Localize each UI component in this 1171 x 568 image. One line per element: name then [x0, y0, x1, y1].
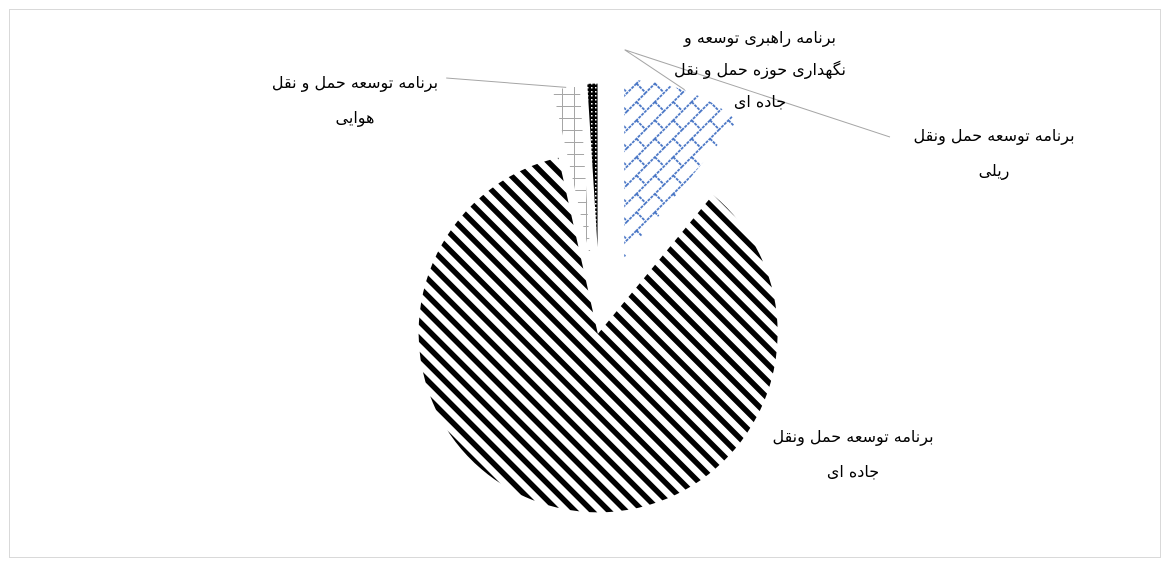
leader-line-air: [446, 77, 567, 88]
label-road: برنامه توسعه حمل ونقل جاده ای: [772, 427, 934, 481]
slice-road-maintenance: [586, 82, 599, 264]
pie-chart: [417, 49, 891, 514]
slice-rail: [623, 78, 740, 261]
leader-line-rail: [624, 49, 891, 138]
slice-air: [551, 85, 593, 266]
slice-road: [417, 156, 779, 514]
chart-area: برنامه توسعه حمل ونقل ریلی برنامه توسعه …: [9, 9, 1161, 558]
label-rail: برنامه توسعه حمل ونقل ریلی: [913, 126, 1075, 180]
label-air: برنامه توسعه حمل و نقل هوایی: [271, 73, 439, 127]
label-road-maintenance: برنامه راهبری توسعه و نگهداری حوزه حمل و…: [673, 28, 846, 111]
